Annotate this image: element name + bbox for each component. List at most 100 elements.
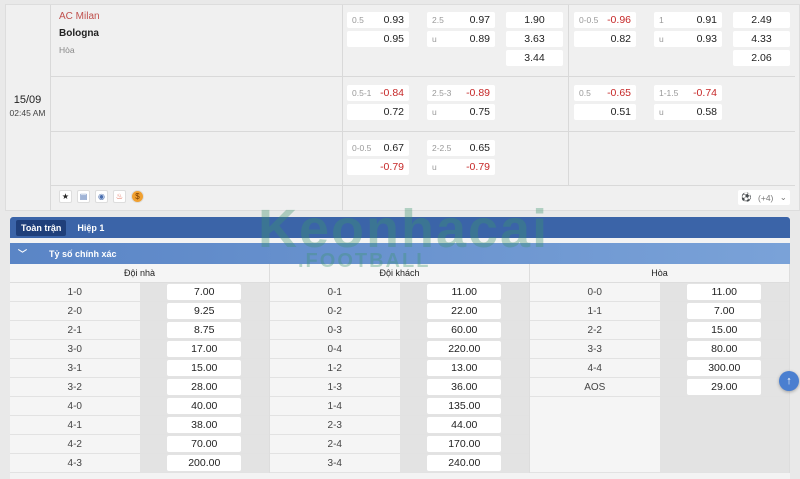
odds-value[interactable]: 22.00 xyxy=(427,303,502,319)
odds-cell[interactable]: 38.00 xyxy=(139,416,269,434)
over-odds[interactable]: 2-2.5 0.65 xyxy=(427,140,495,156)
more-markets-button[interactable]: ⚽ (+4) ⌄ xyxy=(738,190,790,205)
coin-icon[interactable]: $ xyxy=(131,190,144,203)
under-odds[interactable]: u 0.58 xyxy=(654,104,722,120)
handicap-away-odds[interactable]: 0.95 xyxy=(347,31,409,47)
over-odds[interactable]: 2.5 0.97 xyxy=(427,12,495,28)
odds-cell[interactable]: 29.00 xyxy=(659,378,789,396)
odds-value[interactable]: 135.00 xyxy=(427,398,502,414)
odds-value[interactable]: 29.00 xyxy=(687,379,762,395)
tab-first-half[interactable]: Hiệp 1 xyxy=(77,222,105,233)
handicap-away-odds[interactable]: 0.82 xyxy=(574,31,636,47)
odds-value[interactable]: 44.00 xyxy=(427,417,502,433)
odds-cell[interactable]: 17.00 xyxy=(139,340,269,358)
odds-value[interactable]: 11.00 xyxy=(687,284,762,300)
total-line: 2.5 xyxy=(432,15,444,25)
odds-cell[interactable]: 28.00 xyxy=(139,378,269,396)
fire-icon[interactable]: ♨ xyxy=(113,190,126,203)
under-odds[interactable]: u -0.79 xyxy=(427,159,495,175)
over-odds[interactable]: 2.5-3 -0.89 xyxy=(427,85,495,101)
handicap-home-odds[interactable]: 0-0.5 -0.96 xyxy=(574,12,636,28)
scroll-top-button[interactable]: ↑ xyxy=(779,371,799,391)
odds-cell[interactable]: 7.00 xyxy=(139,283,269,301)
1x2-odds[interactable]: 3.44 xyxy=(506,50,563,66)
handicap-away-odds[interactable]: 0.72 xyxy=(347,104,409,120)
odds-value[interactable]: 220.00 xyxy=(427,341,502,357)
1x2-odds[interactable]: 2.49 xyxy=(733,12,790,28)
odds-value[interactable]: 36.00 xyxy=(427,379,502,395)
odds-cell[interactable]: 15.00 xyxy=(659,321,789,339)
odds-cell[interactable]: 13.00 xyxy=(399,359,529,377)
handicap-home-odds[interactable]: 0.5-1 -0.84 xyxy=(347,85,409,101)
odds-value[interactable]: 240.00 xyxy=(427,455,502,471)
eye-icon[interactable]: ◉ xyxy=(95,190,108,203)
odds-value[interactable]: 15.00 xyxy=(687,322,762,338)
odds-value: 0.95 xyxy=(383,33,404,45)
odds-value[interactable]: 40.00 xyxy=(167,398,242,414)
tab-full-match[interactable]: Toàn trận xyxy=(16,219,67,236)
over-odds[interactable]: 1 0.91 xyxy=(654,12,722,28)
odds-cell[interactable]: 200.00 xyxy=(139,454,269,472)
odds-cell[interactable]: 170.00 xyxy=(399,435,529,453)
odds-cell[interactable]: 8.75 xyxy=(139,321,269,339)
odds-cell[interactable]: 80.00 xyxy=(659,340,789,358)
odds-cell[interactable]: 60.00 xyxy=(399,321,529,339)
score-label: 0-3 xyxy=(270,321,400,339)
handicap-home-odds[interactable]: 0-0.5 0.67 xyxy=(347,140,409,156)
odds-value[interactable]: 70.00 xyxy=(167,436,242,452)
odds-value[interactable]: 28.00 xyxy=(167,379,242,395)
odds-value[interactable]: 15.00 xyxy=(167,360,242,376)
under-odds[interactable]: u 0.93 xyxy=(654,31,722,47)
odds-value[interactable]: 200.00 xyxy=(167,455,242,471)
handicap-home-odds[interactable]: 0.5 0.93 xyxy=(347,12,409,28)
odds-cell[interactable]: 22.00 xyxy=(399,302,529,320)
score-label: 1-0 xyxy=(10,283,140,301)
odds-cell[interactable]: 9.25 xyxy=(139,302,269,320)
odds-cell[interactable]: 300.00 xyxy=(659,359,789,377)
odds-value[interactable]: 7.00 xyxy=(687,303,762,319)
odds-cell[interactable]: 220.00 xyxy=(399,340,529,358)
odds-value[interactable]: 17.00 xyxy=(167,341,242,357)
odds-value[interactable]: 60.00 xyxy=(427,322,502,338)
odds-cell[interactable]: 44.00 xyxy=(399,416,529,434)
table-row: 4-4 300.00 xyxy=(530,359,789,378)
odds-value: 0.89 xyxy=(469,33,490,45)
odds-cell[interactable]: 135.00 xyxy=(399,397,529,415)
1x2-odds[interactable]: 3.63 xyxy=(506,31,563,47)
odds-cell[interactable]: 11.00 xyxy=(399,283,529,301)
star-icon[interactable]: ★ xyxy=(59,190,72,203)
odds-cell[interactable]: 240.00 xyxy=(399,454,529,472)
odds-cell[interactable]: 15.00 xyxy=(139,359,269,377)
away-team[interactable]: Bologna xyxy=(59,28,99,39)
stats-icon[interactable]: ▤ xyxy=(77,190,90,203)
home-team[interactable]: AC Milan xyxy=(59,11,100,22)
odds-cell[interactable]: 11.00 xyxy=(659,283,789,301)
table-row: 3-2 28.00 xyxy=(10,378,269,397)
odds-value[interactable]: 80.00 xyxy=(687,341,762,357)
under-odds[interactable]: u 0.75 xyxy=(427,104,495,120)
odds-value[interactable]: 7.00 xyxy=(167,284,242,300)
odds-value[interactable]: 11.00 xyxy=(427,284,502,300)
odds-value[interactable]: 9.25 xyxy=(167,303,242,319)
odds-value[interactable]: 300.00 xyxy=(687,360,762,376)
empty-fill xyxy=(530,397,789,473)
handicap-away-odds[interactable]: -0.79 xyxy=(347,159,409,175)
under-odds[interactable]: u 0.89 xyxy=(427,31,495,47)
score-label: 0-1 xyxy=(270,283,400,301)
odds-cell[interactable]: 40.00 xyxy=(139,397,269,415)
odds-value[interactable]: 13.00 xyxy=(427,360,502,376)
1x2-odds[interactable]: 4.33 xyxy=(733,31,790,47)
handicap-away-odds[interactable]: 0.51 xyxy=(574,104,636,120)
over-odds[interactable]: 1-1.5 -0.74 xyxy=(654,85,722,101)
odds-cell[interactable]: 36.00 xyxy=(399,378,529,396)
handicap-home-odds[interactable]: 0.5 -0.65 xyxy=(574,85,636,101)
odds-value[interactable]: 38.00 xyxy=(167,417,242,433)
odds-cell[interactable]: 7.00 xyxy=(659,302,789,320)
more-count: (+4) xyxy=(758,192,774,203)
1x2-odds[interactable]: 1.90 xyxy=(506,12,563,28)
odds-value[interactable]: 170.00 xyxy=(427,436,502,452)
odds-value[interactable]: 8.75 xyxy=(167,322,242,338)
1x2-odds[interactable]: 2.06 xyxy=(733,50,790,66)
section-header[interactable]: ﹀ Tỷ số chính xác xyxy=(10,243,790,264)
odds-cell[interactable]: 70.00 xyxy=(139,435,269,453)
